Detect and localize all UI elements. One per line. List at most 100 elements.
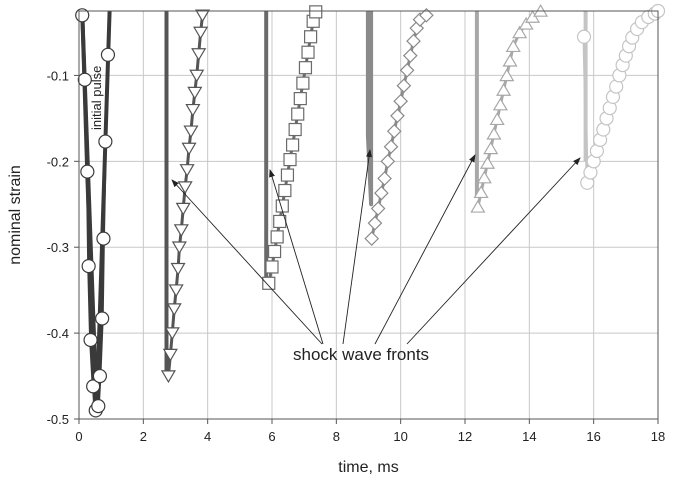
data-point [183,125,199,139]
y-tick-label: -0.2 [47,154,69,169]
data-point [377,171,392,186]
data-point [275,199,289,213]
shock-front-line [365,11,374,207]
data-point [374,185,389,201]
data-point [309,5,323,19]
plot-frame [78,10,659,420]
series-0 [75,8,116,418]
data-point [91,399,106,414]
data-point [399,62,415,78]
data-point [283,152,297,167]
y-tick-label: -0.3 [47,240,69,255]
series-2 [262,5,323,290]
y-tick-label: -0.4 [47,326,69,341]
annotation-arrow [171,179,323,345]
x-axis-title: time, ms [338,459,398,476]
annotation-arrows [171,149,581,345]
series-1 [160,9,211,384]
data-point [406,33,421,49]
data-point [80,164,95,179]
data-point [177,181,193,195]
data-point [193,26,209,40]
series-5 [576,3,666,190]
annotation-arrow [269,169,324,345]
x-tick-label: 14 [522,429,536,444]
data-point [92,368,108,384]
data-point [181,142,197,156]
data-point [470,199,486,213]
data-point [502,53,518,67]
data-point [171,241,187,255]
data-point [95,311,110,326]
data-point [370,201,386,216]
data-point [160,370,176,384]
data-point [492,97,508,111]
data-point [187,86,203,100]
x-tick-label: 12 [458,429,472,444]
annotation-arrow [342,149,373,345]
data-point [98,134,113,149]
data-point [175,202,191,216]
x-tick-label: 8 [333,429,340,444]
data-point [291,107,305,121]
data-point [367,215,383,231]
data-point [185,103,201,117]
data-point [285,138,300,152]
y-tick-label: -0.5 [47,412,69,427]
data-point [83,332,98,348]
data-point [479,156,496,169]
data-point [476,170,492,184]
data-point [162,348,178,362]
data-point [486,126,502,140]
data-point [390,108,405,124]
data-point [164,327,180,341]
data-point [518,16,534,30]
data-point [173,224,189,238]
data-point [402,48,418,64]
x-tick-label: 10 [393,429,407,444]
data-point [189,69,205,83]
x-tick-label: 2 [140,429,147,444]
data-point [100,47,116,62]
data-point [505,39,521,53]
data-point [473,185,489,199]
data-point [296,76,310,90]
annotation-arrow [374,154,476,345]
series-line [166,15,204,377]
data-point [191,48,207,61]
x-tick-label: 16 [586,429,600,444]
x-tick-label: 6 [268,429,275,444]
y-axis-title: nominal strain [7,165,24,265]
data-point [393,93,409,109]
data-point [262,276,276,290]
data-point [265,260,279,274]
data-point [489,112,505,126]
data-point [77,72,92,87]
data-point [364,231,380,246]
data-point [409,20,425,36]
data-point [278,183,292,198]
initial-pulse-label: initial pulse [89,66,104,130]
data-point [383,139,399,155]
x-tick-label: 0 [75,429,82,444]
data-point [179,164,195,177]
x-tick-label: 18 [651,429,665,444]
data-point [301,45,315,59]
data-point [380,153,396,169]
annotation-arrow [406,157,581,345]
data-point [86,379,101,394]
data-point [96,231,111,246]
data-point [499,68,515,82]
data-point [267,244,282,259]
data-point [280,168,295,182]
data-point [419,7,434,23]
data-point [270,230,284,244]
series-3 [364,7,434,246]
grid-lines [78,11,659,420]
data-point [170,262,186,276]
data-point [576,29,592,44]
tick-labels: 0 2 4 6 8 10 12 14 16 18 -0.1 -0.2 -0.3 -0.4 -0.5 [47,68,666,444]
data-point [304,30,318,44]
x-tick-label: 4 [204,429,211,444]
